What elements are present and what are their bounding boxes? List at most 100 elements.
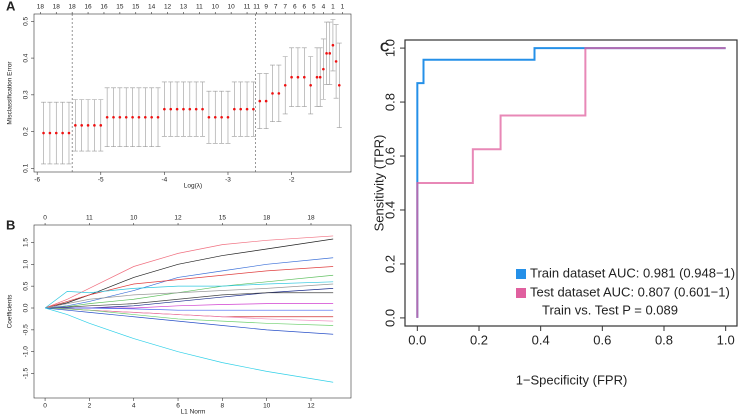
top-tick-label: 18: [69, 4, 77, 11]
y-tick-label: 0.4: [23, 53, 30, 62]
roc-curve: [416, 47, 726, 318]
coefficient-path: [45, 257, 334, 309]
top-tick-label: 7: [274, 4, 278, 11]
x-axis-title: Log(λ): [184, 183, 202, 190]
x-tick-label: -4: [161, 177, 167, 184]
point: [322, 67, 325, 71]
y-tick-label: 1.5: [23, 238, 30, 247]
point: [54, 131, 58, 135]
top-tick-label: 0: [43, 215, 47, 222]
point: [137, 115, 141, 119]
point: [239, 107, 242, 111]
top-tick-label: 15: [219, 215, 227, 222]
annotation: Train vs. Test P = 0.089: [542, 302, 678, 317]
top-tick-label: 11: [253, 4, 260, 11]
y-tick-label: 0.0: [23, 303, 30, 312]
point: [182, 107, 185, 111]
point: [271, 92, 274, 95]
top-tick-label: 7: [283, 4, 287, 11]
top-tick-label: 9: [264, 4, 268, 11]
y-tick-label: 0.2: [23, 127, 30, 136]
point: [118, 115, 122, 119]
top-tick-label: 1: [341, 4, 345, 11]
top-tick-label: 10: [228, 4, 236, 11]
y-tick-label: 0.3: [23, 90, 30, 99]
x-tick-label: 1.0: [717, 332, 735, 347]
x-tick-label: 0: [43, 403, 47, 410]
top-tick-label: 13: [180, 4, 188, 11]
panel-letter: B: [6, 217, 15, 232]
top-tick-label: 6: [302, 4, 306, 11]
legend-label: Train dataset AUC: 0.981 (0.948−1): [530, 265, 735, 280]
coefficient-path: [44, 266, 334, 309]
point: [131, 115, 134, 119]
x-tick-label: 10: [263, 403, 271, 410]
x-tick-label: -3: [225, 177, 231, 184]
point: [213, 115, 217, 119]
point: [252, 107, 255, 111]
y-tick-label: -0.5: [23, 324, 30, 336]
x-tick-label: 0.0: [408, 332, 426, 347]
point: [175, 107, 179, 111]
legend-swatch: [516, 269, 526, 279]
point: [156, 115, 160, 119]
top-tick-label: 11: [86, 215, 93, 222]
y-tick-label: 0.5: [23, 16, 30, 25]
top-tick-label: 15: [116, 4, 124, 11]
y-tick-label: 0.4: [382, 201, 397, 219]
legend-label: Test dataset AUC: 0.807 (0.601−1): [530, 284, 730, 299]
point: [105, 115, 109, 119]
point: [169, 107, 173, 111]
top-tick-label: 18: [53, 4, 61, 11]
coefficient-path: [45, 307, 334, 311]
coefficient-path: [44, 235, 334, 309]
point: [201, 107, 204, 111]
x-tick-label: -2: [289, 177, 295, 184]
point: [61, 131, 64, 135]
y-tick-label: 0.6: [382, 147, 397, 165]
point: [99, 124, 103, 127]
top-tick-label: 11: [244, 4, 251, 11]
x-axis-title: 1−Specificity (FPR): [516, 372, 628, 387]
x-tick-label: 2: [88, 403, 92, 410]
point: [296, 75, 300, 79]
point: [315, 75, 319, 79]
point: [163, 107, 166, 111]
coefficient-path: [45, 307, 334, 326]
x-tick-label: 0.8: [655, 332, 673, 347]
y-tick-label: 0.2: [382, 255, 397, 273]
point: [325, 52, 328, 55]
x-axis-title: L1 Norm: [181, 409, 206, 416]
top-tick-label: 18: [37, 4, 45, 11]
point: [144, 115, 147, 119]
point: [194, 107, 198, 111]
point: [245, 107, 249, 111]
point: [207, 115, 211, 119]
point: [328, 52, 332, 55]
x-tick-label: 4: [132, 403, 136, 410]
point: [233, 107, 236, 111]
y-tick-label: 0.0: [382, 309, 397, 327]
y-tick-label: -1.0: [23, 346, 30, 358]
point: [290, 75, 293, 79]
coefficient-path: [45, 274, 334, 309]
y-axis-title: Sensitivity (TPR): [371, 135, 386, 232]
plot-frame: [33, 13, 352, 173]
point: [264, 99, 268, 103]
point: [303, 75, 306, 79]
point: [334, 60, 338, 63]
top-tick-label: 10: [212, 4, 220, 11]
point: [86, 124, 90, 127]
top-tick-label: 14: [148, 4, 156, 11]
point: [42, 131, 45, 135]
coefficient-path: [45, 307, 334, 335]
top-tick-label: 15: [132, 4, 140, 11]
top-tick-label: 18: [263, 215, 271, 222]
y-axis-title: Coefficients: [7, 294, 14, 329]
x-tick-label: 0.2: [470, 332, 488, 347]
point: [80, 124, 83, 127]
top-tick-label: 5: [312, 4, 316, 11]
top-tick-label: 18: [307, 215, 315, 222]
point: [124, 115, 128, 119]
